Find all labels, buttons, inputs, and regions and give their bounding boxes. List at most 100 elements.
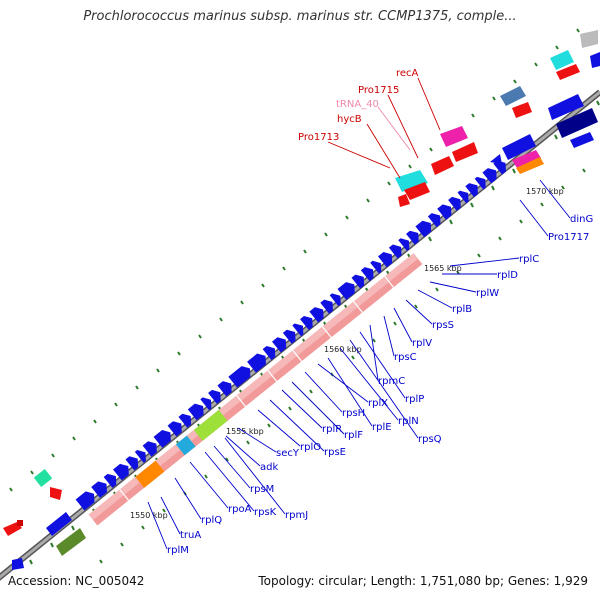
skew-tick [449,219,453,225]
gene-label-rpsH: rpsH [342,408,365,419]
red-feature [431,156,454,175]
gene-label-rpmC: rpmC [378,376,405,387]
skew-tick [470,202,474,208]
skew-tick [9,487,13,492]
skew-tick [240,300,244,305]
cds-arrow [262,346,276,361]
cds-arrow [125,456,139,471]
skew-tick [225,457,229,462]
cyan-feature [550,50,574,70]
skew-tick [303,249,307,254]
red-feature [404,182,430,200]
cds-arrow [320,299,333,314]
cds-arrow [548,94,584,120]
gene-label-rplF: rplF [344,430,363,441]
cds-arrow [300,315,313,330]
steel-feature [500,86,526,106]
skew-tick [429,147,433,152]
cds-arrow [490,154,502,164]
skew-tick [177,351,181,356]
skew-tick [282,266,286,271]
skew-tick [324,232,328,237]
skew-tick [141,525,145,530]
cds-arrow [142,441,157,457]
gene-label-Pro1715: Pro1715 [358,85,399,96]
red-feature [452,142,478,162]
recA-feature [440,126,468,147]
skew-tick [408,164,412,169]
skew-tick [512,168,516,174]
cds-arrow [360,267,374,282]
gene-label-rplX: rplX [368,398,388,409]
grey-feature [580,30,598,48]
cds-arrow [309,307,324,323]
gene-label-rpoA: rpoA [228,504,252,515]
scale-label: 1560 kbp [324,345,362,354]
scale-label: 1550 kbp [130,511,168,520]
cds-track [75,160,507,511]
cds-arrow [398,238,410,252]
skew-tick [246,440,250,445]
skew-tick [393,321,397,326]
orange-feature [135,460,165,488]
skew-tick [366,198,370,203]
accession-label: Accession: NC_005042 [8,574,145,588]
cds-arrow [351,274,365,289]
skew-tick [198,334,202,339]
gene-label-rplC: rplC [519,254,539,265]
gene-label-rplR: rplR [322,424,342,435]
orange-feature [516,157,544,174]
skew-tick [309,389,313,394]
cds-arrow [482,168,497,184]
skew-tick [576,28,580,33]
cds-arrow [570,132,594,148]
gene-label-rplQ: rplQ [201,515,222,526]
cds-arrow [103,473,117,488]
gene-label-Pro1717: Pro1717 [548,232,589,243]
label-leader-lines [147,77,571,550]
gene-label-Pro1713: Pro1713 [298,132,339,143]
gene-label-rplE: rplE [372,422,392,433]
skew-tick [428,236,432,242]
gene-label-rplW: rplW [476,288,499,299]
cds-arrow [113,463,129,481]
cds-arrow [448,196,461,211]
cds-arrow [46,512,72,536]
gene-label-rplP: rplP [405,394,424,405]
green-feature [193,409,228,441]
gene-label-rpmJ: rpmJ [285,510,308,521]
red-feature [512,102,532,118]
cds-arrow [427,213,441,228]
genome-summary: Topology: circular; Length: 1,751,080 bp… [258,574,588,588]
skew-tick [414,304,418,309]
gene-label-rpsK: rpsK [254,507,277,518]
cds-arrow [282,329,296,344]
cds-arrow [12,558,24,570]
skew-tick [219,317,223,322]
cds-arrow [178,413,192,428]
cyan-feature [395,170,428,192]
cds-arrow [415,220,432,238]
gene-label-rpsS: rpsS [432,320,454,331]
gene-label-hycB: hycB [337,114,362,125]
skew-tick [93,419,97,424]
cds-arrow [208,389,221,404]
cds-arrow [437,204,452,220]
cyan-feature [175,435,196,456]
skew-tick [561,185,565,190]
skew-tick [596,100,600,106]
skew-tick [135,385,139,390]
skew-tick [540,202,544,207]
skew-tick [492,96,496,101]
cds-arrow [247,353,266,373]
cds-arrow [502,134,536,160]
skew-tick [554,134,558,140]
cds-arrow [493,160,507,175]
skew-tick [288,406,292,411]
skew-tick [582,168,586,173]
skew-tick [471,113,475,118]
cds-arrow [474,176,486,190]
skew-tick [156,368,160,373]
